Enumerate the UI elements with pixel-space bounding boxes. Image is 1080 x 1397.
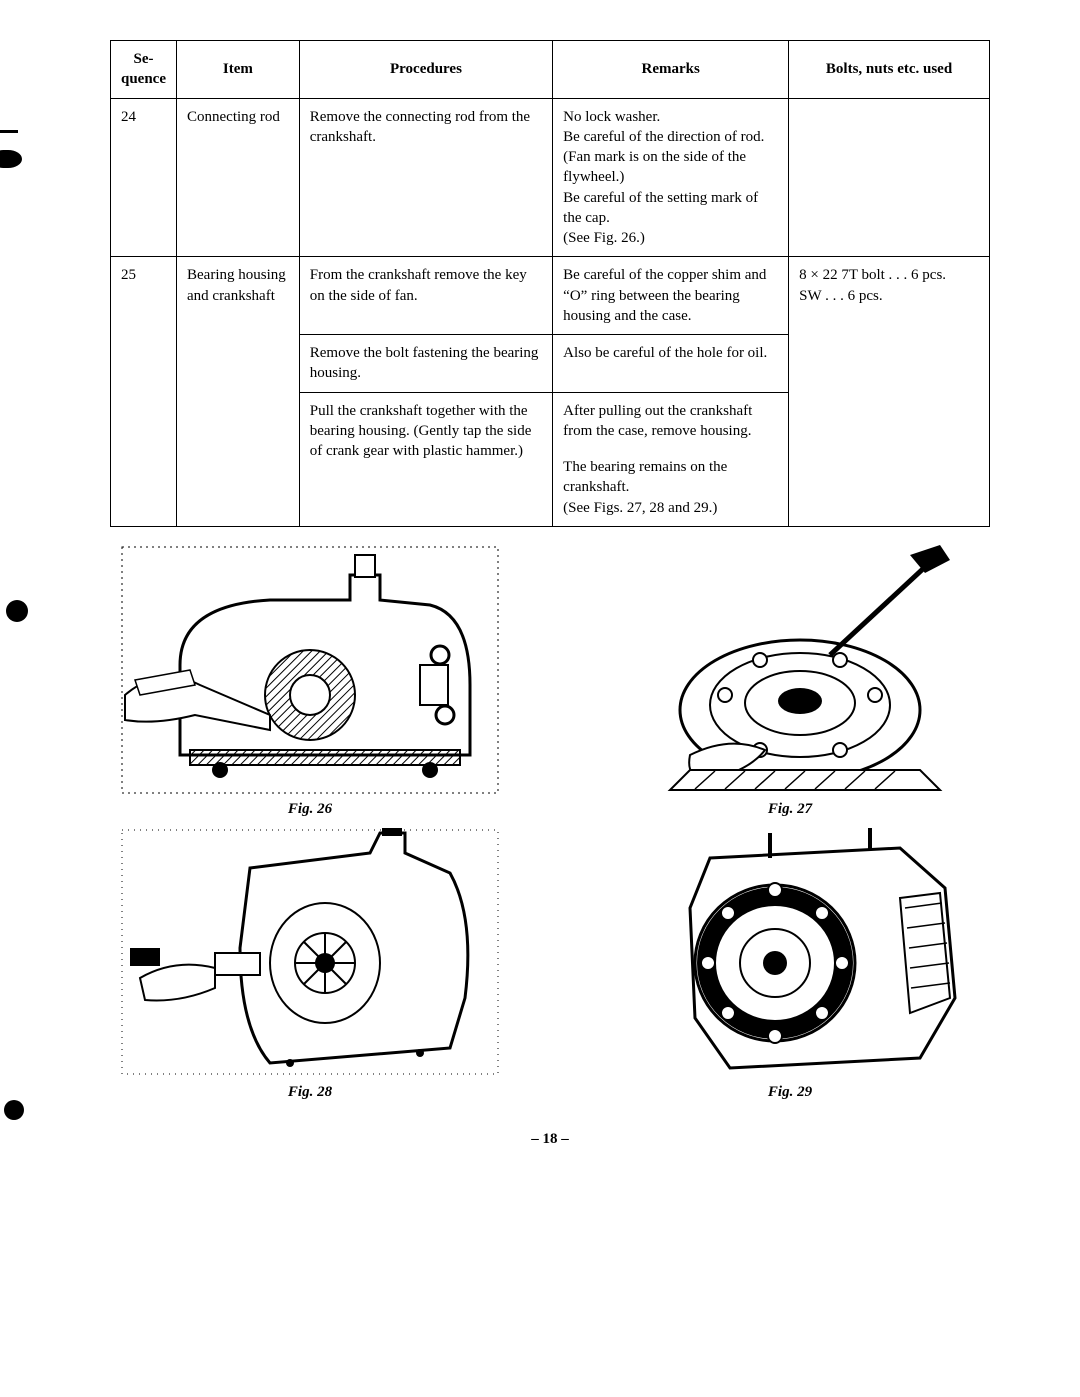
figure-26: Fig. 26 (110, 545, 510, 818)
figure-27: Fig. 27 (590, 545, 990, 818)
figure-26-image (120, 545, 500, 795)
cell-procedure: Remove the connecting rod from the crank… (299, 98, 552, 257)
table-header-row: Se-quence Item Procedures Remarks Bolts,… (111, 41, 990, 99)
cell-remark: No lock washer.Be careful of the directi… (553, 98, 789, 257)
cell-remark: The bearing remains on the crankshaft.(S… (553, 449, 789, 526)
figures-grid: Fig. 26 (110, 545, 990, 1101)
figure-28: Fig. 28 (110, 828, 510, 1101)
figure-29-image (600, 828, 980, 1078)
cell-bolts: 8 × 22 7T bolt . . . 6 pcs.SW . . . 6 pc… (789, 257, 990, 527)
cell-remark: Also be careful of the hole for oil. (553, 335, 789, 393)
cell-procedure: Pull the crankshaft together with the be… (299, 392, 552, 526)
procedure-table: Se-quence Item Procedures Remarks Bolts,… (110, 40, 990, 527)
col-procedures: Procedures (299, 41, 552, 99)
figure-28-image (120, 828, 500, 1078)
figure-29: Fig. 29 (590, 828, 990, 1101)
cell-sequence: 24 (111, 98, 177, 257)
cell-bolts (789, 98, 990, 257)
cell-sequence: 25 (111, 257, 177, 527)
cell-procedure: Remove the bolt fastening the bearing ho… (299, 335, 552, 393)
table-row: 24 Connecting rod Remove the connecting … (111, 98, 990, 257)
col-item: Item (177, 41, 300, 99)
figure-28-caption: Fig. 28 (288, 1084, 332, 1101)
scan-edge-marks (0, 0, 40, 1188)
page-number: – 18 – (110, 1131, 990, 1148)
figure-27-image (600, 545, 980, 795)
cell-procedure: From the crankshaft remove the key on th… (299, 257, 552, 335)
cell-remark: After pulling out the crankshaft from th… (553, 392, 789, 449)
col-remarks: Remarks (553, 41, 789, 99)
page: Se-quence Item Procedures Remarks Bolts,… (0, 0, 1080, 1188)
table-row: 25 Bearing housing and crankshaft From t… (111, 257, 990, 335)
cell-remark: Be careful of the copper shim and “O” ri… (553, 257, 789, 335)
figure-29-caption: Fig. 29 (768, 1084, 812, 1101)
col-sequence: Se-quence (111, 41, 177, 99)
figure-26-caption: Fig. 26 (288, 801, 332, 818)
cell-item: Bearing housing and crankshaft (177, 257, 300, 527)
cell-item: Connecting rod (177, 98, 300, 257)
figure-27-caption: Fig. 27 (768, 801, 812, 818)
col-bolts: Bolts, nuts etc. used (789, 41, 990, 99)
